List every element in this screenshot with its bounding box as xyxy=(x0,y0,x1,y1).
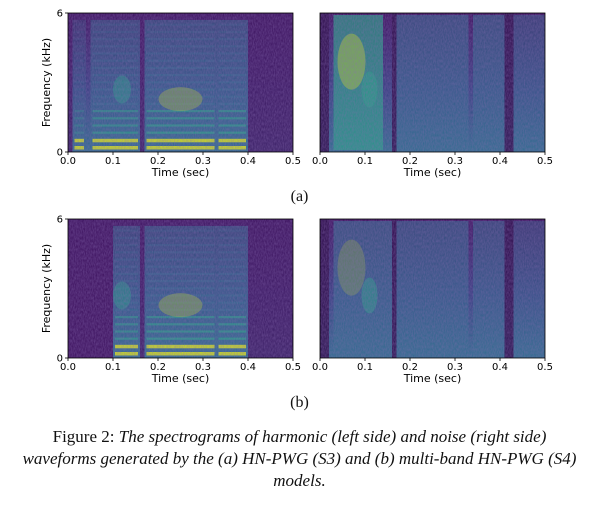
x-axis-label: Time (sec) xyxy=(151,372,210,385)
y-axis-label: Frequency (kHz) xyxy=(40,38,53,127)
x-axis-label: Time (sec) xyxy=(403,372,462,385)
x-tick-label: 0.1 xyxy=(105,362,121,373)
x-tick-label: 0.5 xyxy=(537,362,553,373)
x-tick-label: 0.3 xyxy=(447,362,463,373)
spectrogram-panel-b-right: 0.0 0.1 0.2 0.3 0.4 0.5 Time (sec) xyxy=(312,218,553,385)
y-tick-label: 6 xyxy=(57,215,63,226)
x-tick-label: 0.2 xyxy=(150,362,166,373)
x-tick-label: 0.1 xyxy=(357,362,373,373)
x-axis-label: Time (sec) xyxy=(403,166,462,179)
x-tick-label: 0.2 xyxy=(402,362,418,373)
x-tick-label: 0.0 xyxy=(312,156,328,167)
x-tick-label: 0.0 xyxy=(60,156,76,167)
x-tick-label: 0.2 xyxy=(150,156,166,167)
y-axis-label: Frequency (kHz) xyxy=(40,244,53,333)
x-tick-label: 0.1 xyxy=(357,156,373,167)
y-tick-label: 0 xyxy=(57,148,63,159)
x-tick-label: 0.4 xyxy=(240,362,256,373)
x-tick-label: 0.5 xyxy=(285,156,301,167)
x-tick-label: 0.5 xyxy=(537,156,553,167)
axes-frame xyxy=(319,218,546,359)
caption-text: The spectrograms of harmonic (left side)… xyxy=(22,427,577,490)
subfigure-label-a: (a) xyxy=(290,188,309,205)
x-tick-label: 0.5 xyxy=(285,362,301,373)
spectrogram-figure: 0.0 0.1 0.2 0.3 0.4 0.5 Time (sec) 6 0 Frequency … xyxy=(40,9,553,386)
spectrogram-panel-a-right: 0.0 0.1 0.2 0.3 0.4 0.5 Time (sec) xyxy=(312,12,553,179)
noise-texture xyxy=(68,219,293,358)
x-tick-label: 0.3 xyxy=(195,156,211,167)
noise-texture xyxy=(320,13,545,152)
x-tick-label: 0.4 xyxy=(492,156,508,167)
axes-frame xyxy=(319,12,546,153)
spectrogram-panel-b-left: 0.0 0.1 0.2 0.3 0.4 0.5 Time (sec) 6 0 Frequency … xyxy=(40,215,301,386)
x-tick-label: 0.3 xyxy=(195,362,211,373)
figure-caption: Figure 2: The spectrograms of harmonic (… xyxy=(14,426,585,492)
x-tick-label: 0.0 xyxy=(312,362,328,373)
caption-label: Figure 2: xyxy=(52,427,115,446)
x-tick-label: 0.1 xyxy=(105,156,121,167)
x-tick-label: 0.0 xyxy=(60,362,76,373)
spectrogram-panel-a-left: 0.0 0.1 0.2 0.3 0.4 0.5 Time (sec) 6 0 Frequency … xyxy=(40,9,301,180)
x-tick-label: 0.3 xyxy=(447,156,463,167)
y-tick-label: 0 xyxy=(57,354,63,365)
axes-frame xyxy=(67,218,294,359)
x-tick-label: 0.4 xyxy=(492,362,508,373)
y-tick-label: 6 xyxy=(57,9,63,20)
subfigure-label-b: (b) xyxy=(290,394,309,411)
axes-frame xyxy=(67,12,294,153)
x-axis-label: Time (sec) xyxy=(151,166,210,179)
x-tick-label: 0.4 xyxy=(240,156,256,167)
x-tick-label: 0.2 xyxy=(402,156,418,167)
noise-texture xyxy=(320,219,545,358)
noise-texture xyxy=(68,13,293,152)
